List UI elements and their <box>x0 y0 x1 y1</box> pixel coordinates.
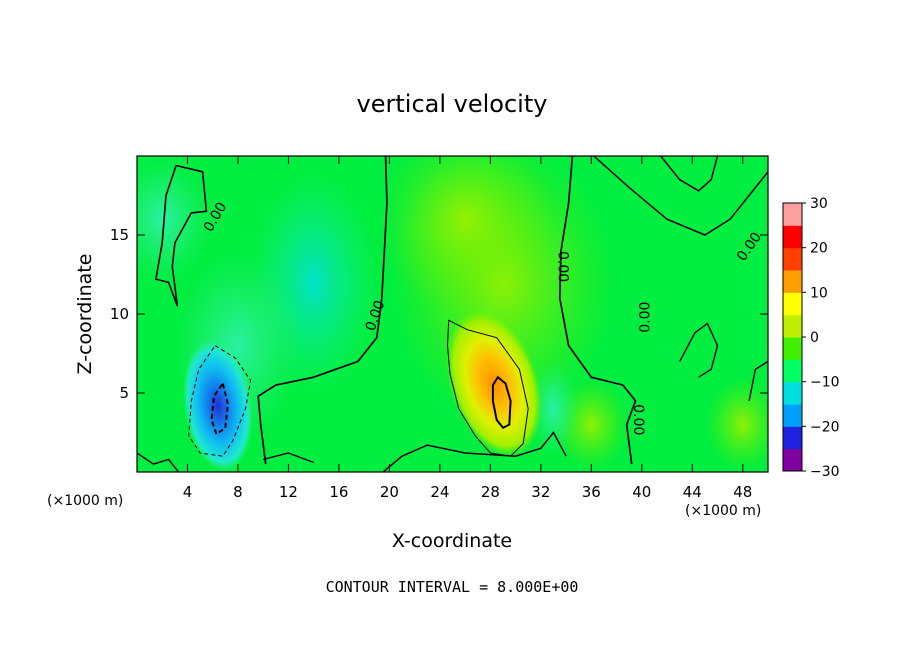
zero-contour-right-edge <box>748 360 768 402</box>
x-tick-label: 4 <box>183 483 193 501</box>
zero-contour-bottom-mid <box>263 452 314 464</box>
zero-contour-upper-left <box>154 164 208 307</box>
colorbar-segment <box>783 247 802 271</box>
updraft-contour-16 <box>491 375 512 430</box>
y-axis-label: Z-coordinate <box>74 254 96 375</box>
zero-contour-left <box>257 156 388 465</box>
contour-label: 0.00 <box>630 404 646 435</box>
colorbar-segment <box>783 448 802 472</box>
x-tick-label: 20 <box>380 483 399 501</box>
zero-contour-bottom-left <box>137 452 180 472</box>
x-tick-label: 32 <box>531 483 550 501</box>
updraft-contour-8 <box>446 319 529 457</box>
colorbar-segment <box>783 337 802 360</box>
colorbar-segment <box>783 404 802 427</box>
x-unit-left: (×1000 m) <box>47 493 123 509</box>
x-tick-label: 36 <box>582 483 601 501</box>
y-tick-label: 10 <box>110 305 129 323</box>
chart-title: vertical velocity <box>357 90 548 118</box>
x-tick-label: 48 <box>733 483 752 501</box>
zero-contour-right <box>558 156 637 465</box>
x-unit-right: (×1000 m) <box>685 503 761 519</box>
colorbar-labels: 30 20 10 0 −10 −20 −30 <box>802 196 840 480</box>
colorbar-segment <box>783 292 802 316</box>
contour-label: 0.00 <box>637 302 653 333</box>
downdraft-right-of-updraft <box>528 361 579 457</box>
zero-contour-top-right <box>660 156 719 192</box>
x-tick-label: 16 <box>329 483 348 501</box>
colorbar-segment <box>783 203 802 226</box>
colorbar-segment <box>783 270 802 293</box>
x-axis-label: X-coordinate <box>392 530 512 552</box>
colorbar-segment <box>783 359 802 383</box>
colorbar-segment <box>783 225 802 249</box>
colorbar-tick-label: −30 <box>810 464 840 480</box>
zero-contour-right-cell <box>679 322 719 378</box>
colorbar-tick-label: 20 <box>810 241 828 257</box>
field-layer <box>137 156 768 472</box>
colorbar-segment <box>783 426 802 450</box>
x-tick-label: 8 <box>233 483 243 501</box>
x-tick-label: 12 <box>279 483 298 501</box>
zero-contour-bottom <box>382 431 567 472</box>
y-axis: 5 10 15 <box>110 226 768 402</box>
downdraft-core <box>182 339 253 472</box>
colorbar-segment <box>783 381 802 405</box>
colorbar-segment <box>783 314 802 338</box>
colorbar-tick-label: −20 <box>810 419 840 435</box>
downdraft-upper-left <box>137 156 213 283</box>
colorbar-tick-label: −10 <box>810 375 840 391</box>
contour-label: 0.00 <box>555 251 571 282</box>
y-tick-label: 5 <box>119 384 129 402</box>
colorbar <box>782 202 803 472</box>
contour-interval-note: CONTOUR INTERVAL = 8.000E+00 <box>326 578 579 596</box>
contour-layer: 0.000.000.000.000.000.00 <box>137 156 768 472</box>
y-tick-label: 15 <box>110 226 129 244</box>
x-tick-label: 40 <box>632 483 651 501</box>
zero-contour-upper-right <box>593 156 768 236</box>
colorbar-tick-label: 10 <box>810 285 828 301</box>
x-tick-label: 44 <box>683 483 702 501</box>
surface-updraft-right <box>704 377 768 472</box>
x-tick-label: 28 <box>481 483 500 501</box>
colorbar-tick-label: 0 <box>810 330 819 346</box>
plot-area: 0.000.000.000.000.000.00 <box>137 156 768 472</box>
weak-updraft-upper <box>376 156 554 314</box>
x-axis: 4 8 12 16 20 24 28 32 36 40 44 48 <box>183 156 752 501</box>
x-tick-label: 24 <box>430 483 449 501</box>
colorbar-tick-label: 30 <box>810 196 828 212</box>
